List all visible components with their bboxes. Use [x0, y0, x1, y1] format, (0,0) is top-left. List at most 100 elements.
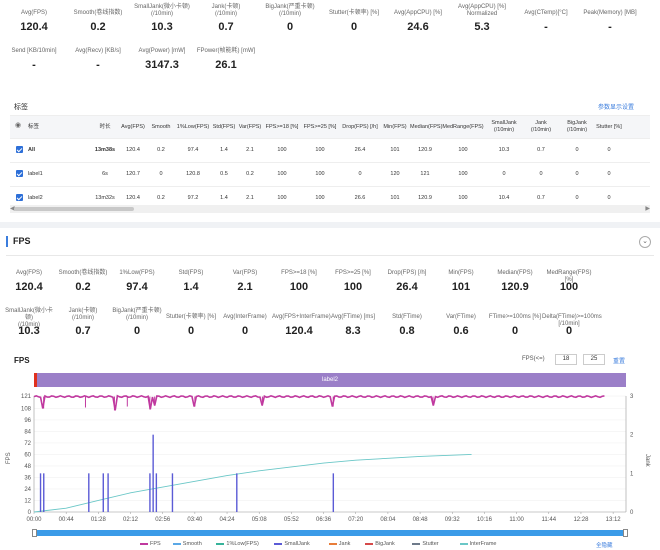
metric-value: 26.4 — [396, 281, 418, 293]
table-row[interactable]: label2 13m32s 120.4 0.2 97.2 1.4 2.1 100 100 26.6… — [10, 186, 650, 209]
table-cell: 100 — [277, 147, 287, 153]
summary-metric: Var(FTime) 0.6 — [434, 308, 488, 352]
column-header[interactable]: Smooth — [151, 124, 171, 130]
table-cell: 120.4 — [126, 147, 140, 153]
column-header[interactable]: SmallJank (/10min) — [491, 120, 517, 133]
legend-item[interactable]: Smooth — [172, 541, 202, 547]
table-cell: 101 — [390, 195, 400, 201]
legend-item[interactable]: 1%Low(FPS) — [216, 541, 259, 547]
x-tick-label: 04:24 — [220, 517, 236, 523]
legend-label: Jank — [338, 541, 351, 547]
metric-value: 100 — [289, 281, 309, 293]
table-cell: 0 — [159, 171, 163, 177]
legend-item[interactable]: Stutter — [412, 541, 439, 547]
fps-section-rule — [6, 255, 654, 256]
legend-swatch — [365, 542, 374, 545]
y-left-tick-label: 121 — [21, 394, 32, 400]
slider-right-handle[interactable] — [623, 529, 628, 537]
metric-value: 120.4 — [285, 325, 313, 337]
slider-left-handle[interactable] — [32, 529, 37, 537]
column-header[interactable]: FPS>=25 [%] — [303, 124, 337, 130]
legend-item[interactable]: BigJank — [365, 541, 395, 547]
scroll-right-icon[interactable]: ▶ — [645, 206, 650, 212]
x-tick-label: 10:16 — [477, 517, 493, 523]
x-tick-label: 08:04 — [380, 517, 396, 523]
x-tick-label: 05:08 — [252, 517, 268, 523]
row-checkbox[interactable] — [16, 146, 23, 153]
summary-metric: 1%Low(FPS) 97.4 — [110, 264, 164, 308]
legend-item[interactable]: InterFrame — [459, 541, 497, 547]
metric-label: Jank(卡顿) (/10min) — [68, 308, 98, 321]
summary-metric: Avg(FPS) 120.4 — [2, 264, 56, 308]
label-bar[interactable]: label2 — [34, 373, 626, 387]
scroll-left-icon[interactable]: ◀ — [10, 206, 15, 212]
x-tick-label: 02:12 — [123, 517, 139, 523]
table-cell: 120.8 — [186, 171, 200, 177]
column-header[interactable]: Stutter [%] — [596, 124, 622, 130]
interframe-series-line — [33, 454, 472, 513]
legend-item[interactable]: SmallJank — [274, 541, 310, 547]
column-header[interactable]: FPS>=18 [%] — [265, 124, 299, 130]
fps-range-min-input[interactable]: 18 — [555, 354, 577, 365]
summary-metric: Std(FTime) 0.8 — [380, 308, 434, 352]
metric-value: - — [544, 21, 548, 33]
row-checkbox[interactable] — [16, 194, 23, 201]
metric-label: FTime>=100ms [%] — [488, 314, 542, 320]
summary-metric: Var(FPS) 2.1 — [218, 264, 272, 308]
smalljank-spike — [152, 434, 154, 512]
metric-value: 0.2 — [75, 281, 91, 293]
table-cell: 6s — [102, 171, 108, 177]
metric-value: 0.6 — [453, 325, 469, 337]
x-tick-label: 03:40 — [187, 517, 203, 523]
legend-label: FPS — [150, 541, 161, 547]
column-header[interactable]: BigJank (/10min) — [566, 120, 588, 133]
hide-all-button[interactable]: 全隐藏 — [596, 543, 613, 549]
column-header[interactable]: Var(FPS) — [238, 124, 262, 130]
x-tick-label: 05:52 — [284, 517, 300, 523]
metric-label: Avg(CTemp)[°C] — [524, 10, 568, 16]
column-header[interactable]: Drop(FPS) [/h] — [342, 124, 378, 130]
column-header[interactable]: Jank (/10min) — [530, 120, 552, 133]
summary-metric: Min(FPS) 101 — [434, 264, 488, 308]
metric-value: 5.3 — [474, 21, 490, 33]
summary-metric: SmallJank(微小卡顿) (/10min) 10.3 — [2, 308, 56, 352]
label-name: All — [28, 147, 36, 153]
label-bar-start-marker — [34, 373, 37, 387]
param-settings-link[interactable]: 参数显示设置 — [598, 105, 635, 111]
metric-label: Smooth(卷线指数) — [58, 270, 108, 276]
table-row[interactable]: All 13m38s 120.4 0.2 97.4 1.4 2.1 100 100 26.4 101… — [10, 138, 650, 161]
metric-value: - — [96, 59, 100, 71]
x-tick-label: 07:20 — [348, 517, 364, 523]
table-cell: 100 — [315, 147, 325, 153]
column-header[interactable]: 时长 — [99, 124, 111, 130]
table-cell: 13m32s — [95, 195, 115, 201]
legend-swatch — [412, 542, 421, 545]
legend-item[interactable]: Jank — [328, 541, 351, 547]
collapse-chevron-icon[interactable]: ⌄ — [639, 236, 651, 248]
column-header[interactable]: Avg(FPS) — [121, 124, 145, 130]
metric-label: Avg(FPS+InterFrame) — [272, 314, 331, 320]
row-checkbox[interactable] — [16, 170, 23, 177]
column-header[interactable]: 1%Low(FPS) — [176, 124, 210, 130]
metric-value: 100 — [559, 281, 579, 293]
column-header[interactable]: Std(FPS) — [212, 124, 236, 130]
column-header[interactable]: Median(FPS) — [410, 124, 443, 130]
reset-button[interactable]: 重置 — [613, 359, 626, 365]
legend-item[interactable]: FPS — [140, 541, 161, 547]
metric-value: - — [608, 21, 612, 33]
scrollbar-thumb[interactable] — [14, 207, 134, 211]
eye-icon[interactable]: ◉ — [15, 122, 22, 129]
summary-metric: Smooth(卷线指数) 0.2 — [66, 4, 130, 42]
time-range-slider[interactable] — [32, 529, 628, 537]
legend-label: Stutter — [422, 541, 439, 547]
y-left-axis-label: FPS — [6, 452, 12, 464]
summary-metric: Avg(CTemp)[°C] - — [514, 4, 578, 42]
table-cell: 100 — [315, 195, 325, 201]
table-row[interactable]: label1 6s 120.7 0 120.8 0.5 0.2 100 100 0 120 121 10… — [10, 162, 650, 185]
y-left-tick-label: 36 — [24, 475, 31, 481]
column-header[interactable]: MedRange(FPS) — [442, 124, 484, 130]
fps-range-max-input[interactable]: 25 — [583, 354, 605, 365]
column-header[interactable]: Min(FPS) — [383, 124, 407, 130]
table-horizontal-scrollbar[interactable]: ◀ ▶ — [10, 205, 650, 213]
